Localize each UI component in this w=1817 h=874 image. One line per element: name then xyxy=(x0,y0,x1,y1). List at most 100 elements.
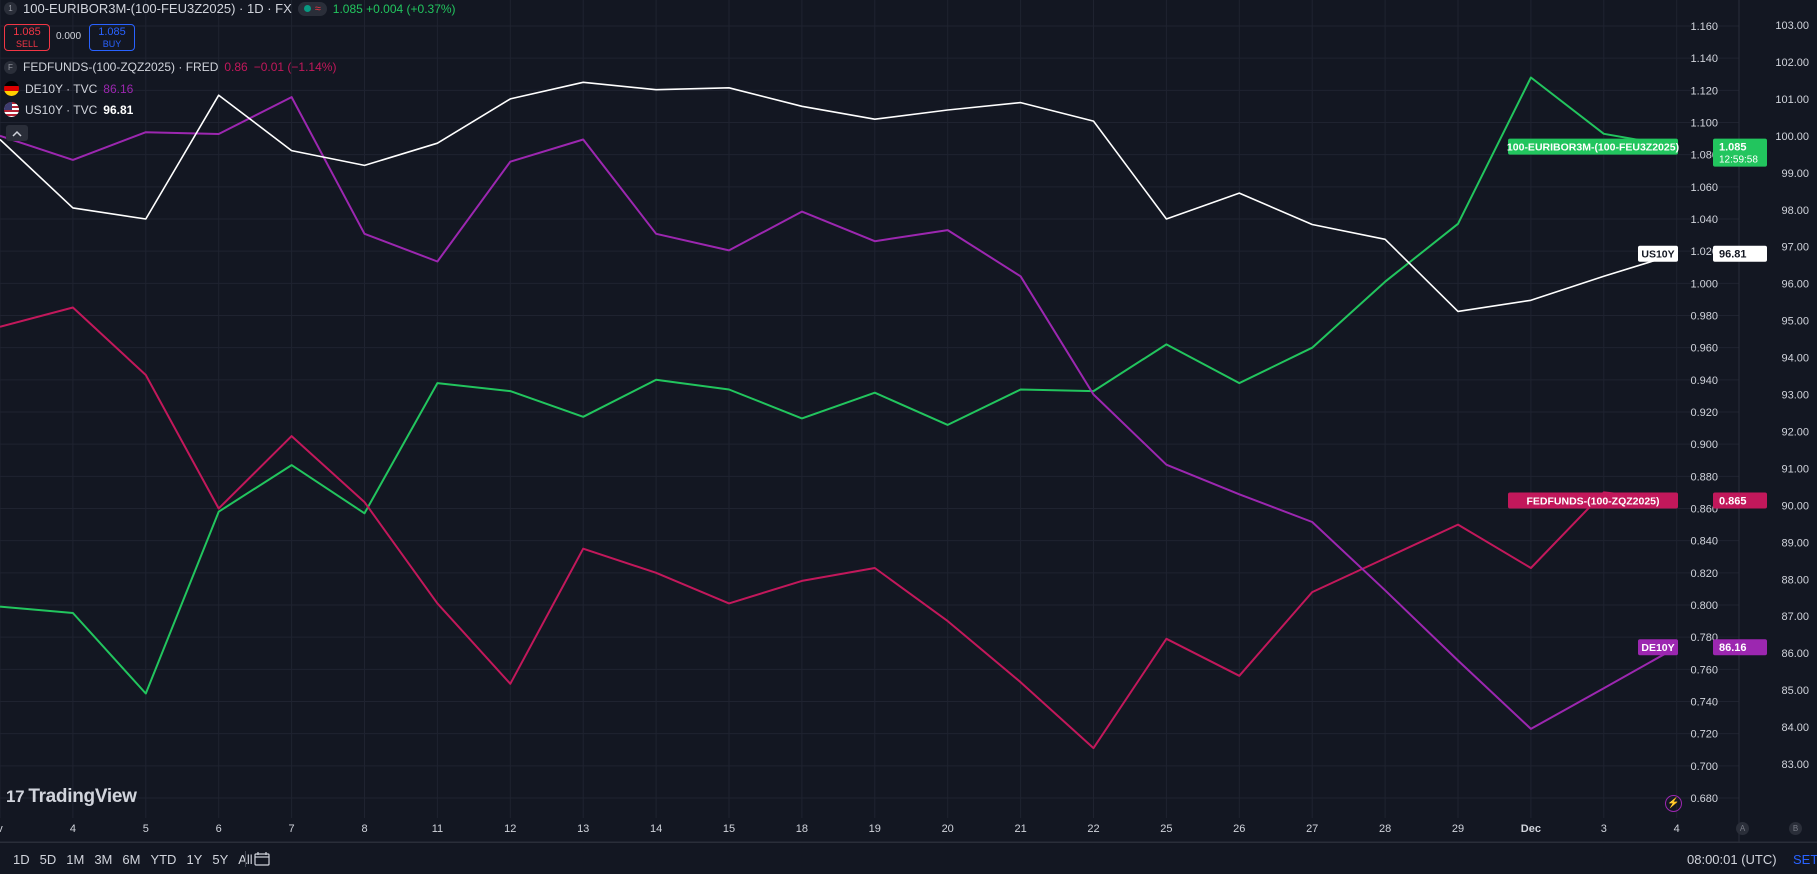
utc-clock[interactable]: 08:00:01 (UTC) xyxy=(1687,852,1777,867)
left-axis-tick-label: 1.000 xyxy=(1690,278,1718,290)
left-axis-tick-label: 0.700 xyxy=(1690,761,1718,773)
lightning-icon[interactable]: ⚡ xyxy=(1665,795,1682,812)
right-axis-tick-label: 91.00 xyxy=(1781,463,1809,475)
series-price-badge xyxy=(1713,138,1767,167)
sell-price: 1.085 xyxy=(13,26,41,38)
range-5y[interactable]: 5Y xyxy=(212,852,229,867)
left-axis-tick-label: 1.140 xyxy=(1690,53,1718,65)
range-ytd[interactable]: YTD xyxy=(150,852,177,867)
legend-row-de10y[interactable]: DE10Y · TVC 86.16 xyxy=(4,81,133,96)
x-tick-label: 7 xyxy=(289,823,295,835)
range-1y[interactable]: 1Y xyxy=(186,852,203,867)
x-tick-label: 28 xyxy=(1379,823,1391,835)
series-name-badge xyxy=(1508,138,1678,155)
right-axis-tick-label: 86.00 xyxy=(1781,648,1809,660)
left-axis-tick-label: 1.080 xyxy=(1690,150,1718,162)
market-status-pill[interactable]: ≈ xyxy=(297,1,327,16)
series-price-label: 0.865 xyxy=(1719,495,1747,507)
legend-de10y-value: 86.16 xyxy=(103,81,134,96)
right-axis-tick-label: 84.00 xyxy=(1781,722,1809,734)
right-axis-tick-label: 95.00 xyxy=(1781,316,1809,328)
range-1m[interactable]: 1M xyxy=(66,852,85,867)
range-1d[interactable]: 1D xyxy=(13,852,30,867)
x-tick-label: Dec xyxy=(1521,823,1541,835)
legend-fedfunds-name: FEDFUNDS-(100-ZQZ2025) · FRED xyxy=(23,60,219,74)
left-axis-tick-label: 0.900 xyxy=(1690,439,1718,451)
series-de10y-line xyxy=(0,96,1678,730)
range-5d[interactable]: 5D xyxy=(39,852,57,867)
series-name-label: US10Y xyxy=(1641,249,1674,261)
right-axis-tick-label: 94.00 xyxy=(1781,353,1809,365)
series-name-badge xyxy=(1638,639,1678,656)
left-axis-tick-label: 0.840 xyxy=(1690,536,1718,548)
x-tick-label: 8 xyxy=(361,823,367,835)
series-name-badge xyxy=(1508,492,1678,509)
buy-button[interactable]: 1.085 BUY xyxy=(89,24,135,51)
series-name-label: FEDFUNDS-(100-ZQZ2025) xyxy=(1526,495,1659,507)
left-axis-tick-label: 0.800 xyxy=(1690,600,1718,612)
series-price-label: 96.81 xyxy=(1719,249,1747,261)
range-6m[interactable]: 6M xyxy=(122,852,141,867)
x-tick-label: 4 xyxy=(1674,823,1680,835)
x-tick-label: 13 xyxy=(577,823,589,835)
right-axis-tick-label: 102.00 xyxy=(1775,57,1809,69)
right-axis-tick-label: 98.00 xyxy=(1781,205,1809,217)
x-tick-label: 25 xyxy=(1160,823,1172,835)
left-axis-tick-label: 0.940 xyxy=(1690,375,1718,387)
range-3m[interactable]: 3M xyxy=(94,852,113,867)
right-axis-tick-label: 88.00 xyxy=(1781,574,1809,586)
chart-canvas[interactable]: v 4 5 6 7 8 11 12 13 14 15 18 19 20 21 22 25 26 27 28 29 Dec 3… xyxy=(0,0,1817,842)
settings-link[interactable]: SET xyxy=(1793,852,1817,867)
right-axis-tick-label: 96.00 xyxy=(1781,279,1809,291)
series-name-label: DE10Y xyxy=(1641,642,1674,654)
series-name-label: 100-EURIBOR3M-(100-FEU3Z2025) xyxy=(1507,142,1679,154)
tradingview-logo-text: TradingView xyxy=(28,786,137,807)
calendar-range-icon[interactable] xyxy=(254,851,270,866)
x-tick-label: 27 xyxy=(1306,823,1318,835)
tradingview-logo[interactable]: 17 TradingView xyxy=(6,786,137,808)
sell-button[interactable]: 1.085 SELL xyxy=(4,24,50,51)
left-axis-tick-label: 1.160 xyxy=(1690,21,1718,33)
log-scale-button[interactable]: B xyxy=(1789,822,1802,835)
main-symbol-quote: 1.085 +0.004 (+0.37%) xyxy=(332,1,456,16)
x-tick-label: 6 xyxy=(216,823,222,835)
sell-label: SELL xyxy=(15,39,39,49)
x-tick-label: v xyxy=(0,823,3,835)
left-axis-tick-label: 0.820 xyxy=(1690,568,1718,580)
legend-de10y-name: DE10Y · TVC xyxy=(25,81,98,96)
main-symbol-row[interactable]: 1 100-EURIBOR3M-(100-FEU3Z2025) · 1D · F… xyxy=(4,1,456,16)
right-axis-tick-label: 85.00 xyxy=(1781,685,1809,697)
bar-countdown-label: 12:59:58 xyxy=(1719,155,1758,166)
legend-row-fedfunds[interactable]: F FEDFUNDS-(100-ZQZ2025) · FRED 0.86 −0.… xyxy=(4,60,336,74)
left-axis-tick-label: 0.780 xyxy=(1690,632,1718,644)
right-axis-tick-label: 100.00 xyxy=(1775,131,1809,143)
symbol-index-badge: 1 xyxy=(4,2,17,15)
legend-us10y-value: 96.81 xyxy=(103,102,134,117)
legend-row-us10y[interactable]: US10Y · TVC 96.81 xyxy=(4,102,133,117)
right-axis-tick-label: 90.00 xyxy=(1781,500,1809,512)
us-flag-icon xyxy=(4,102,19,117)
series-price-badge xyxy=(1713,492,1767,509)
right-axis-tick-label: 101.00 xyxy=(1775,94,1809,106)
chart-background xyxy=(0,0,1817,842)
x-tick-label: 29 xyxy=(1452,823,1464,835)
series-price-label: 86.16 xyxy=(1719,642,1747,654)
legend-collapse-button[interactable] xyxy=(6,125,28,141)
left-axis-tick-label: 0.880 xyxy=(1690,471,1718,483)
left-axis-tick-label: 0.680 xyxy=(1690,793,1718,805)
date-range-buttons: 1D 5D 1M 3M 6M YTD 1Y 5Y All xyxy=(8,852,258,867)
x-tick-label: 20 xyxy=(942,823,954,835)
x-tick-label: 14 xyxy=(650,823,662,835)
legend-fedfunds-change: −0.01 (−1.14%) xyxy=(253,60,337,74)
right-axis-tick-label: 97.00 xyxy=(1781,242,1809,254)
toolbar-divider xyxy=(245,851,246,867)
right-axis-tick-label: 87.00 xyxy=(1781,611,1809,623)
x-tick-label: 3 xyxy=(1601,823,1607,835)
x-tick-label: 19 xyxy=(869,823,881,835)
left-axis-tick-label: 0.740 xyxy=(1690,697,1718,709)
right-axis-tick-label: 92.00 xyxy=(1781,426,1809,438)
tradingview-logo-mark: 17 xyxy=(6,787,25,806)
main-symbol-title[interactable]: 100-EURIBOR3M-(100-FEU3Z2025) · 1D · FX xyxy=(23,1,292,16)
left-axis-tick-label: 1.060 xyxy=(1690,182,1718,194)
auto-scale-button[interactable]: A xyxy=(1736,822,1749,835)
